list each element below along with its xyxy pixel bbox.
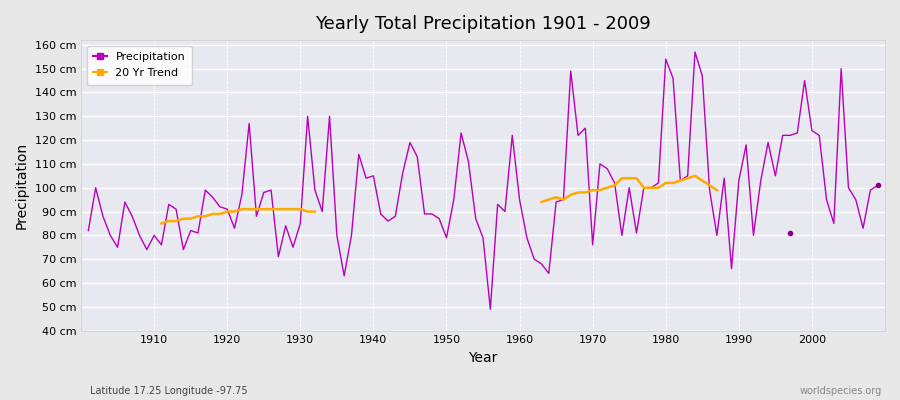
Text: Latitude 17.25 Longitude -97.75: Latitude 17.25 Longitude -97.75	[90, 386, 248, 396]
Legend: Precipitation, 20 Yr Trend: Precipitation, 20 Yr Trend	[86, 46, 192, 85]
Text: worldspecies.org: worldspecies.org	[800, 386, 882, 396]
Title: Yearly Total Precipitation 1901 - 2009: Yearly Total Precipitation 1901 - 2009	[315, 15, 651, 33]
Y-axis label: Precipitation: Precipitation	[15, 142, 29, 229]
X-axis label: Year: Year	[468, 351, 498, 365]
